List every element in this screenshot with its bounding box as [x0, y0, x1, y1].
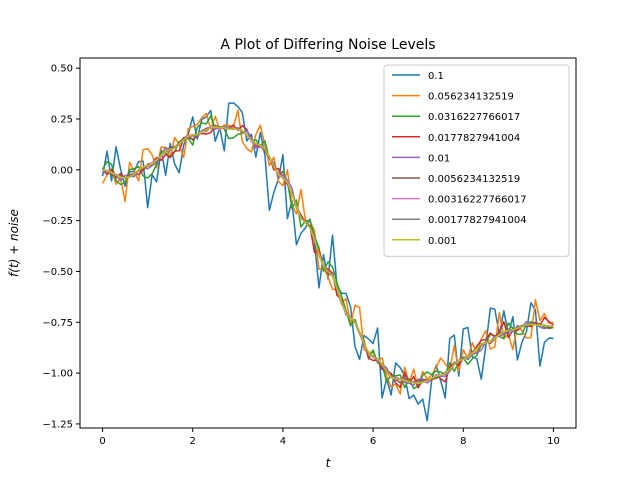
chart-title: A Plot of Differing Noise Levels: [220, 37, 435, 53]
x-tick-label: 8: [460, 436, 466, 447]
series-line-8: [102, 126, 554, 385]
legend-entry: 0.1: [428, 71, 444, 82]
y-tick-label: −0.50: [42, 267, 73, 278]
legend-entry: 0.00177827941004: [428, 215, 527, 226]
x-tick-label: 4: [280, 436, 286, 447]
y-tick-label: −1.25: [42, 419, 73, 430]
y-tick-label: −0.75: [42, 318, 73, 329]
x-tick-label: 2: [190, 436, 196, 447]
x-tick-label: 6: [370, 436, 376, 447]
legend-entry: 0.00316227766017: [428, 195, 527, 206]
legend-entry: 0.0177827941004: [428, 133, 520, 144]
series-line-3: [102, 124, 554, 389]
y-axis-label: f(t) + noise: [7, 209, 21, 277]
series-layer: [101, 102, 554, 422]
y-tick-label: 0.50: [51, 64, 73, 75]
legend: 0.1 0.056234132519 0.0316227766017 0.017782…: [383, 64, 570, 257]
x-axis-label: t: [326, 456, 332, 470]
legend-box: [383, 64, 570, 257]
series-line-1: [101, 109, 554, 395]
legend-entry: 0.01: [428, 153, 450, 164]
y-tick-label: −0.25: [42, 216, 73, 227]
legend-entry: 0.0056234132519: [428, 174, 520, 185]
legend-entry: 0.001: [428, 236, 457, 247]
y-tick-label: 0.00: [51, 165, 73, 176]
y-tick-label: 0.25: [51, 114, 73, 125]
x-tick-label: 0: [99, 436, 105, 447]
legend-entry: 0.0316227766017: [428, 112, 520, 123]
legend-entry: 0.056234132519: [428, 92, 514, 103]
y-tick-label: −1.00: [42, 369, 73, 380]
ticks-layer: 0 2 4 6 8 10 0.50 0.25 0.00 −0.25 −0.50 −0.75 −1.00 −…: [42, 64, 559, 447]
plot-frame: [79, 57, 577, 429]
x-tick-label: 10: [547, 436, 560, 447]
